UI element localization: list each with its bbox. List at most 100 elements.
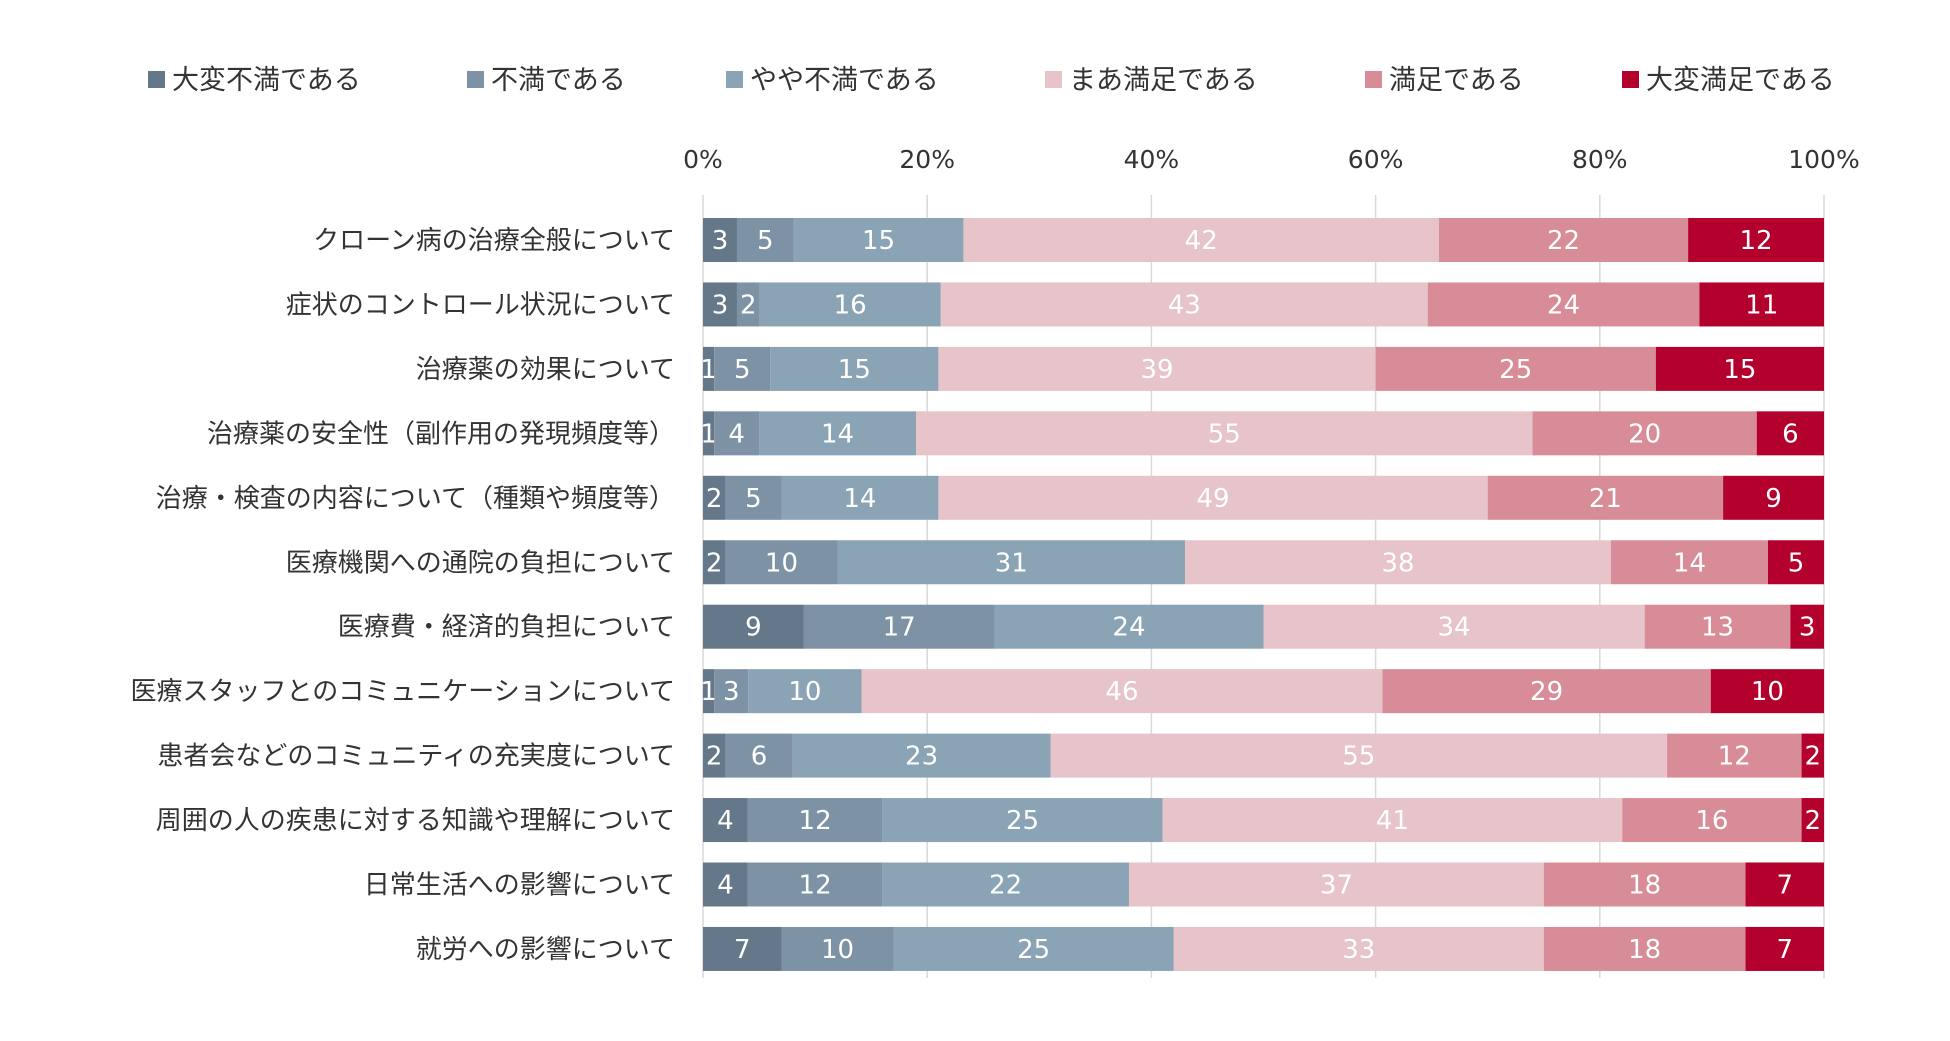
bar-row: 治療・検査の内容について（種類や頻度等） 2 5 14 49 21 9 (156, 475, 1824, 520)
legend-item: 満足である (1365, 65, 1524, 96)
data-label: 6 (751, 742, 768, 772)
data-label: 33 (1342, 935, 1375, 965)
category-label: 医療費・経済的負担について (338, 613, 675, 643)
data-label: 1 (700, 419, 717, 449)
bar-segment (1745, 862, 1824, 907)
bar-segment (1699, 282, 1824, 327)
data-label: 2 (706, 484, 723, 514)
bar-segment (1644, 604, 1791, 649)
bar-row: 医療機関への通院の負担について 2 10 31 38 14 5 (286, 540, 1824, 585)
legend-swatch (467, 71, 484, 88)
bar-segment (714, 411, 760, 456)
data-label: 49 (1197, 484, 1230, 514)
bar-segment (1801, 733, 1824, 778)
bar-segment (703, 540, 726, 585)
data-label: 31 (995, 548, 1028, 578)
bar-row: クローン病の治療全般について 3 5 15 42 22 12 (313, 218, 1824, 262)
data-label: 4 (717, 806, 734, 836)
bar-segment (703, 346, 715, 391)
bar-segment (714, 669, 749, 714)
data-label: 5 (1788, 548, 1805, 578)
data-label: 2 (1805, 806, 1822, 836)
bar-segment (703, 798, 748, 843)
bar-segment (837, 540, 1186, 585)
bar-segment (792, 733, 1051, 778)
data-label: 6 (1782, 419, 1799, 449)
bar-segment (736, 282, 760, 327)
bar-segment (915, 411, 1533, 456)
data-label: 55 (1208, 419, 1241, 449)
data-label: 21 (1589, 484, 1622, 514)
data-label: 12 (799, 871, 832, 901)
bar-segment (793, 218, 964, 262)
legend-swatch (148, 71, 165, 88)
bar-segment (1173, 926, 1544, 971)
data-label: 9 (1765, 484, 1782, 514)
bar-row: 治療薬の効果について 1 5 15 39 25 15 (416, 346, 1824, 391)
data-label: 38 (1381, 548, 1414, 578)
bar-segment (770, 346, 939, 391)
legend-item: 不満である (467, 65, 626, 96)
bar-segment (1543, 862, 1746, 907)
data-label: 14 (1673, 548, 1706, 578)
legend-item: 大変不満である (148, 65, 361, 96)
data-label: 24 (1547, 290, 1580, 320)
data-label: 15 (1723, 355, 1756, 385)
category-label: 症状のコントロール状況について (286, 290, 675, 320)
data-label: 14 (843, 484, 876, 514)
bar-segment (1667, 733, 1802, 778)
legend-item: まあ満足である (1045, 65, 1258, 96)
bar-segment (703, 669, 715, 714)
data-label: 25 (1499, 355, 1532, 385)
bar-segment (1801, 798, 1824, 843)
bar-segment (747, 798, 883, 843)
data-label: 29 (1530, 677, 1563, 707)
category-label: 日常生活への影響について (364, 871, 675, 901)
bar-segment (781, 926, 894, 971)
legend-label: 満足である (1389, 65, 1524, 96)
data-label: 18 (1628, 871, 1661, 901)
legend-label: やや不満である (750, 65, 939, 96)
category-label: 患者会などのコミュニティの充実度について (157, 742, 675, 772)
x-tick-label: 100% (1788, 145, 1859, 174)
bar-row: 日常生活への影響について 4 12 22 37 18 7 (364, 862, 1824, 907)
bar-segment (1622, 798, 1802, 843)
x-tick-label: 60% (1348, 145, 1404, 174)
x-tick-label: 20% (899, 145, 955, 174)
bar-segment (1655, 346, 1824, 391)
bar-row: 就労への影響について 7 10 25 33 18 7 (416, 926, 1824, 971)
x-tick-label: 80% (1572, 145, 1628, 174)
category-label: 医療機関への通院の負担について (286, 548, 675, 578)
data-label: 12 (1718, 742, 1751, 772)
category-label: 治療・検査の内容について（種類や頻度等） (156, 484, 675, 514)
data-label: 24 (1112, 613, 1145, 643)
category-label: 治療薬の安全性（副作用の発現頻度等） (207, 419, 675, 449)
bar-row: 医療スタッフとのコミュニケーションについて 1 3 10 46 29 10 (131, 669, 1824, 714)
data-label: 20 (1628, 419, 1661, 449)
data-label: 2 (1805, 742, 1822, 772)
bar-segment (759, 411, 916, 456)
bar-segment (1375, 346, 1656, 391)
bar-segment (938, 475, 1488, 520)
bar-segment (703, 733, 726, 778)
bar-segment (1050, 733, 1668, 778)
legend-label: 大変満足である (1646, 65, 1835, 96)
bar-segment (1487, 475, 1724, 520)
data-label: 9 (745, 613, 762, 643)
data-label: 12 (799, 806, 832, 836)
data-label: 7 (734, 935, 751, 965)
data-label: 41 (1376, 806, 1409, 836)
bar-segment (1756, 411, 1824, 456)
data-label: 17 (883, 613, 916, 643)
bar-row: 医療費・経済的負担について 9 17 24 34 13 3 (338, 604, 1824, 649)
bar-segment (703, 411, 715, 456)
category-label: 就労への影響について (416, 935, 675, 965)
bar-segment (1263, 604, 1645, 649)
bar-segment (803, 604, 995, 649)
bar-segment (1185, 540, 1612, 585)
data-label: 15 (862, 226, 895, 256)
data-label: 4 (717, 871, 734, 901)
data-label: 16 (834, 290, 867, 320)
bar-segment (759, 282, 941, 327)
